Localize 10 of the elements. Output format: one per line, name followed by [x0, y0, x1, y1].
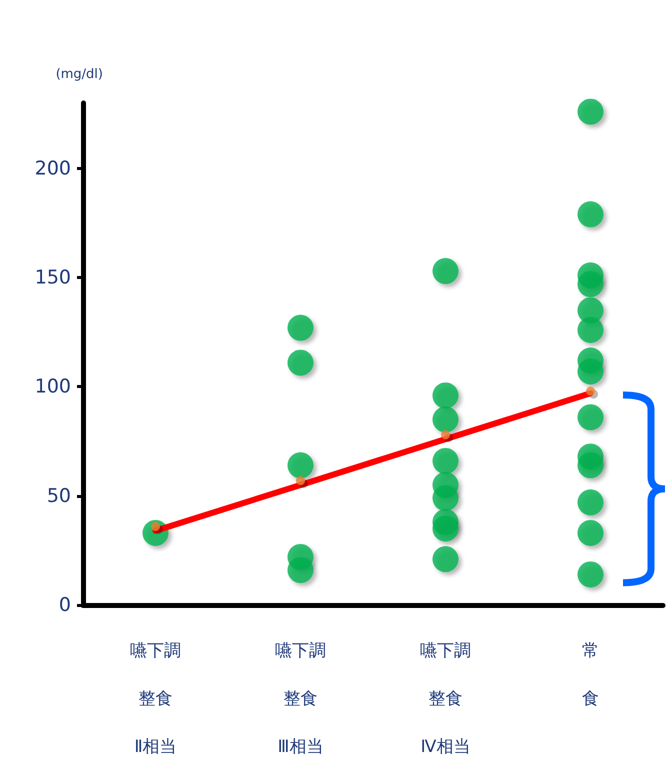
y-tick-label: 150 [34, 266, 71, 289]
y-tick-label: 50 [46, 484, 71, 507]
y-tick-label: 100 [34, 376, 71, 398]
y-axis-title: (mg/dl) [56, 67, 103, 82]
category-label: 嚥下調整食Ⅲ相当 [275, 641, 326, 757]
y-tick-label: 0 [58, 594, 71, 616]
y-tick-label: 200 [34, 157, 71, 180]
category-label: 常食 [582, 641, 599, 709]
category-label: 嚥下調整食Ⅳ相当 [420, 641, 471, 757]
category-label: 嚥下調整食Ⅱ相当 [130, 641, 181, 757]
